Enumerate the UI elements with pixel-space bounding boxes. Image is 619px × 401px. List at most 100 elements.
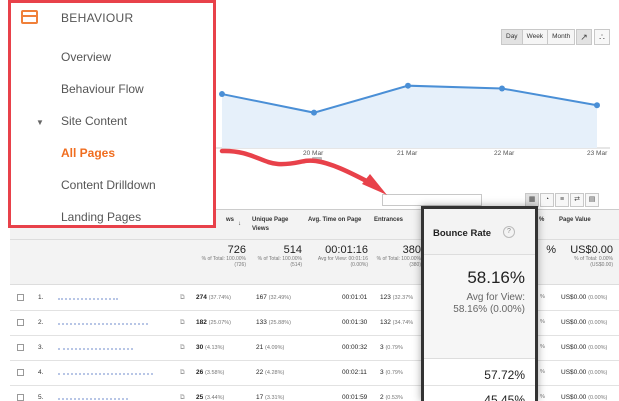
- nav-item-site-content[interactable]: Site Content: [61, 114, 128, 128]
- page-path-link[interactable]: [58, 394, 128, 400]
- avg-time-value: 00:02:11: [342, 369, 367, 376]
- row-checkbox[interactable]: [17, 294, 24, 301]
- pageviews-value: 182: [196, 319, 207, 326]
- unique-value: 133: [256, 319, 267, 326]
- summary-exit: %: [546, 244, 556, 256]
- data-table-icon[interactable]: ▦: [525, 193, 539, 207]
- nav-item-overview[interactable]: Overview: [61, 50, 112, 64]
- chart-type-toggle: ↗ ∴: [576, 29, 610, 45]
- data-point[interactable]: [405, 82, 411, 89]
- open-page-icon[interactable]: ⧉: [180, 344, 185, 351]
- nav-item-landing-pages[interactable]: Landing Pages: [61, 210, 142, 224]
- x-tick-label: 21 Mar: [397, 150, 418, 157]
- avg-time-value: 00:01:59: [342, 394, 368, 401]
- page-path-link[interactable]: [58, 344, 133, 350]
- summary-unique-note: % of Total: 100.00% (514): [257, 256, 302, 268]
- avg-time-value: 00:01:30: [342, 319, 368, 326]
- table-row[interactable]: 4. ⧉ 26 (3.58%) 22 (4.28%) 00:02:11 3 (0…: [10, 361, 619, 386]
- open-page-icon[interactable]: ⧉: [180, 369, 185, 376]
- table-row[interactable]: 2. ⧉ 182 (25.07%) 133 (25.88%) 00:01:30 …: [10, 311, 619, 336]
- date-range-toggle: Day Week Month: [501, 29, 576, 45]
- page-path-link[interactable]: [58, 319, 148, 325]
- entrances-cell: 132 (34.74%: [380, 319, 413, 326]
- pageviews-pct: (4.13%): [205, 345, 225, 351]
- column-header-exit[interactable]: %: [539, 217, 545, 223]
- data-point[interactable]: [311, 109, 317, 116]
- unique-pct: (3.31%): [265, 395, 285, 401]
- bounce-rate-avg: Avg for View: 58.16% (0.00%): [453, 292, 525, 316]
- entrances-cell: 2 (0.53%: [380, 394, 403, 401]
- summary-page-value: US$0.00: [570, 244, 613, 256]
- page-value: US$0.00: [561, 394, 587, 401]
- pageviews-pct: (3.58%): [205, 370, 225, 376]
- data-point[interactable]: [219, 91, 225, 98]
- page-value-pct: (0.00%): [588, 345, 608, 351]
- open-page-icon[interactable]: ⧉: [180, 394, 185, 401]
- pageviews-cell: 25 (3.44%): [196, 394, 224, 401]
- row-checkbox[interactable]: [17, 344, 24, 351]
- row-index: 1.: [38, 294, 44, 301]
- open-page-icon[interactable]: ⧉: [180, 319, 185, 326]
- help-icon[interactable]: ?: [503, 226, 515, 238]
- unique-cell: 21 (4.09%): [256, 344, 284, 351]
- column-header-unique-pageviews[interactable]: Unique Page Views: [252, 217, 289, 232]
- row-index: 4.: [38, 369, 44, 376]
- row-checkbox[interactable]: [17, 369, 24, 376]
- pie-view-icon[interactable]: ◔: [540, 193, 554, 207]
- bounce-rate-avg-label: Avg for View:: [466, 292, 525, 303]
- row-checkbox[interactable]: [17, 319, 24, 326]
- line-chart-icon[interactable]: ↗: [576, 29, 592, 45]
- avg-time-value: 00:01:01: [342, 294, 368, 301]
- table-row[interactable]: 1. ⧉ 274 (37.74%) 167 (32.49%) 00:01:01 …: [10, 286, 619, 311]
- row-index: 2.: [38, 319, 44, 326]
- page-path-link[interactable]: [58, 294, 118, 300]
- pageviews-value: 274: [196, 294, 207, 301]
- page-value-pct: (0.00%): [588, 320, 608, 326]
- page-value: US$0.00: [561, 369, 587, 376]
- pageviews-cell: 274 (37.74%): [196, 294, 231, 301]
- pageviews-value: 25: [196, 394, 204, 401]
- nav-item-content-drilldown[interactable]: Content Drilldown: [61, 178, 156, 192]
- expand-caret-icon[interactable]: ▼: [36, 118, 44, 127]
- column-header-avg-time[interactable]: Avg. Time on Page: [308, 217, 362, 223]
- open-page-icon[interactable]: ⧉: [180, 294, 185, 301]
- performance-view-icon[interactable]: ≡: [555, 193, 569, 207]
- column-header-entrances[interactable]: Entrances: [374, 217, 404, 223]
- summary-entrances-note: % of Total: 100.00% (380): [376, 256, 421, 268]
- pageviews-value: 26: [196, 369, 204, 376]
- page-path-link[interactable]: [58, 369, 153, 375]
- entrances-pct: (0.79%: [385, 370, 403, 376]
- table-row[interactable]: 5. ⧉ 25 (3.44%) 17 (3.31%) 00:01:59 2 (0…: [10, 386, 619, 401]
- page-value-pct: (0.00%): [588, 395, 608, 401]
- unique-pct: (25.88%): [268, 320, 291, 326]
- motion-chart-icon[interactable]: ∴: [594, 29, 610, 45]
- sort-arrow-icon[interactable]: ↓: [238, 221, 241, 227]
- column-header-page-value[interactable]: Page Value: [559, 217, 591, 223]
- data-point[interactable]: [499, 85, 505, 92]
- pivot-view-icon[interactable]: ▤: [585, 193, 599, 207]
- bounce-rate-total: 58.16%: [467, 268, 525, 287]
- row-checkbox[interactable]: [17, 394, 24, 401]
- month-button[interactable]: Month: [548, 29, 576, 45]
- entrances-value: 3: [380, 369, 384, 376]
- row-index: 5.: [38, 394, 44, 401]
- unique-value: 22: [256, 369, 264, 376]
- nav-item-all-pages[interactable]: All Pages: [61, 146, 116, 160]
- nav-section-header[interactable]: BEHAVIOUR: [11, 9, 213, 29]
- column-header-pageviews[interactable]: ws: [226, 217, 235, 223]
- entrances-value: 123: [380, 294, 391, 301]
- data-point[interactable]: [594, 102, 600, 109]
- bounce-rate-row-2: 45.45%: [484, 393, 525, 401]
- comparison-view-icon[interactable]: ⇄: [570, 193, 584, 207]
- chart-scroll-handle[interactable]: [312, 157, 322, 162]
- week-button[interactable]: Week: [522, 29, 549, 45]
- bounce-rate-title[interactable]: Bounce Rate: [433, 228, 492, 239]
- exit-value: %: [540, 294, 545, 300]
- nav-item-behaviour-flow[interactable]: Behaviour Flow: [61, 82, 144, 96]
- table-search-input[interactable]: [382, 194, 482, 206]
- exit-value: %: [540, 394, 545, 400]
- table-row[interactable]: 3. ⧉ 30 (4.13%) 21 (4.09%) 00:00:32 3 (0…: [10, 336, 619, 361]
- day-button[interactable]: Day: [501, 29, 523, 45]
- page-value-cell: US$0.00 (0.00%): [561, 319, 607, 326]
- faded-header-strip: [300, 0, 619, 14]
